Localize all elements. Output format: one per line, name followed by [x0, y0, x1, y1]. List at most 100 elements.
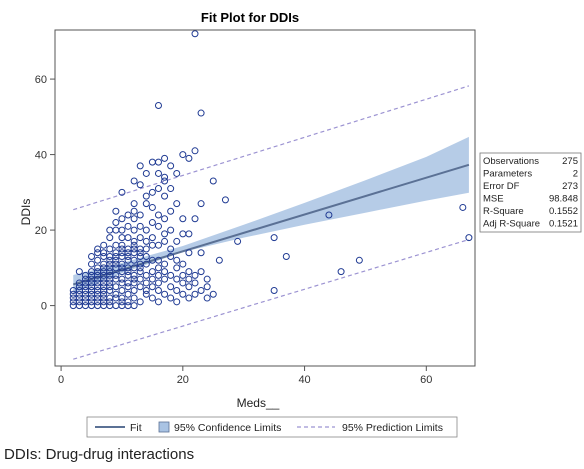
data-point: [185, 268, 193, 276]
data-point: [69, 286, 77, 294]
data-point: [154, 279, 162, 287]
data-point: [130, 249, 138, 257]
stats-label: Observations: [483, 156, 539, 167]
data-point: [234, 237, 242, 245]
data-point: [173, 298, 181, 306]
data-point: [106, 268, 114, 276]
data-point: [465, 234, 473, 242]
data-point: [203, 283, 211, 291]
legend-label-confidence: 95% Confidence Limits: [174, 422, 281, 434]
data-point: [118, 286, 126, 294]
data-point: [161, 177, 169, 185]
stats-value: 2: [573, 169, 578, 180]
data-point: [106, 279, 114, 287]
data-point: [100, 290, 108, 298]
data-point: [185, 249, 193, 257]
data-point: [130, 294, 138, 302]
data-point: [142, 271, 150, 279]
data-point: [112, 241, 120, 249]
data-point: [142, 253, 150, 261]
data-point: [221, 196, 229, 204]
stats-value: 0.1521: [549, 219, 578, 230]
y-tick-label: 60: [35, 74, 47, 86]
fit-statistics-table: Observations 275 Parameters 2 Error DF 273 MSE…: [479, 152, 582, 233]
data-point: [173, 169, 181, 177]
data-point: [167, 245, 175, 253]
legend-swatch-confidence: [158, 421, 170, 433]
data-point: [142, 237, 150, 245]
data-point: [118, 234, 126, 242]
stats-label: MSE: [483, 194, 504, 205]
data-point: [94, 302, 102, 310]
data-point: [173, 200, 181, 208]
data-point: [124, 279, 132, 287]
data-point: [142, 279, 150, 287]
data-point: [355, 256, 363, 264]
legend-label-prediction: 95% Prediction Limits: [342, 422, 443, 434]
stats-value: 273: [562, 181, 578, 192]
data-point: [167, 226, 175, 234]
data-point: [124, 271, 132, 279]
legend-box: [86, 416, 458, 438]
data-point: [167, 207, 175, 215]
data-point: [142, 192, 150, 200]
data-point: [142, 245, 150, 253]
data-point: [118, 279, 126, 287]
x-tick-label: 40: [298, 374, 310, 386]
data-point: [161, 173, 169, 181]
data-point: [118, 188, 126, 196]
data-point: [161, 215, 169, 223]
data-point: [197, 109, 205, 117]
data-point: [136, 162, 144, 170]
legend-label-fit: Fit: [130, 422, 142, 434]
data-point: [130, 286, 138, 294]
data-point: [191, 279, 199, 287]
data-point: [75, 302, 83, 310]
data-point: [130, 226, 138, 234]
data-point: [112, 271, 120, 279]
data-point: [197, 200, 205, 208]
data-point: [142, 226, 150, 234]
data-point: [81, 302, 89, 310]
data-point: [130, 215, 138, 223]
data-point: [179, 230, 187, 238]
data-point: [337, 268, 345, 276]
data-point: [112, 283, 120, 291]
data-point: [154, 185, 162, 193]
data-point: [325, 211, 333, 219]
data-point: [106, 298, 114, 306]
y-tick-label: 20: [35, 225, 47, 237]
data-point: [191, 147, 199, 155]
data-point: [179, 260, 187, 268]
data-point: [94, 256, 102, 264]
data-point: [118, 294, 126, 302]
data-point: [154, 256, 162, 264]
data-point: [100, 241, 108, 249]
data-point: [167, 162, 175, 170]
data-point: [100, 249, 108, 257]
data-point: [161, 230, 169, 238]
data-point: [136, 249, 144, 257]
data-point: [100, 253, 108, 261]
data-point: [161, 237, 169, 245]
data-point: [154, 102, 162, 110]
data-point: [167, 185, 175, 193]
data-point: [161, 260, 169, 268]
figure-caption: DDIs: Drug-drug interactions: [4, 446, 195, 463]
data-point: [148, 268, 156, 276]
stats-value: 275: [562, 156, 578, 167]
data-point: [161, 268, 169, 276]
data-point: [124, 234, 132, 242]
plot-area: [69, 30, 473, 360]
data-point: [161, 275, 169, 283]
data-point: [106, 226, 114, 234]
data-point: [136, 222, 144, 230]
data-point: [154, 222, 162, 230]
data-point: [130, 256, 138, 264]
data-point: [197, 286, 205, 294]
data-point: [106, 234, 114, 242]
data-point: [459, 203, 467, 211]
data-point: [203, 294, 211, 302]
data-point: [167, 283, 175, 291]
data-point: [270, 286, 278, 294]
